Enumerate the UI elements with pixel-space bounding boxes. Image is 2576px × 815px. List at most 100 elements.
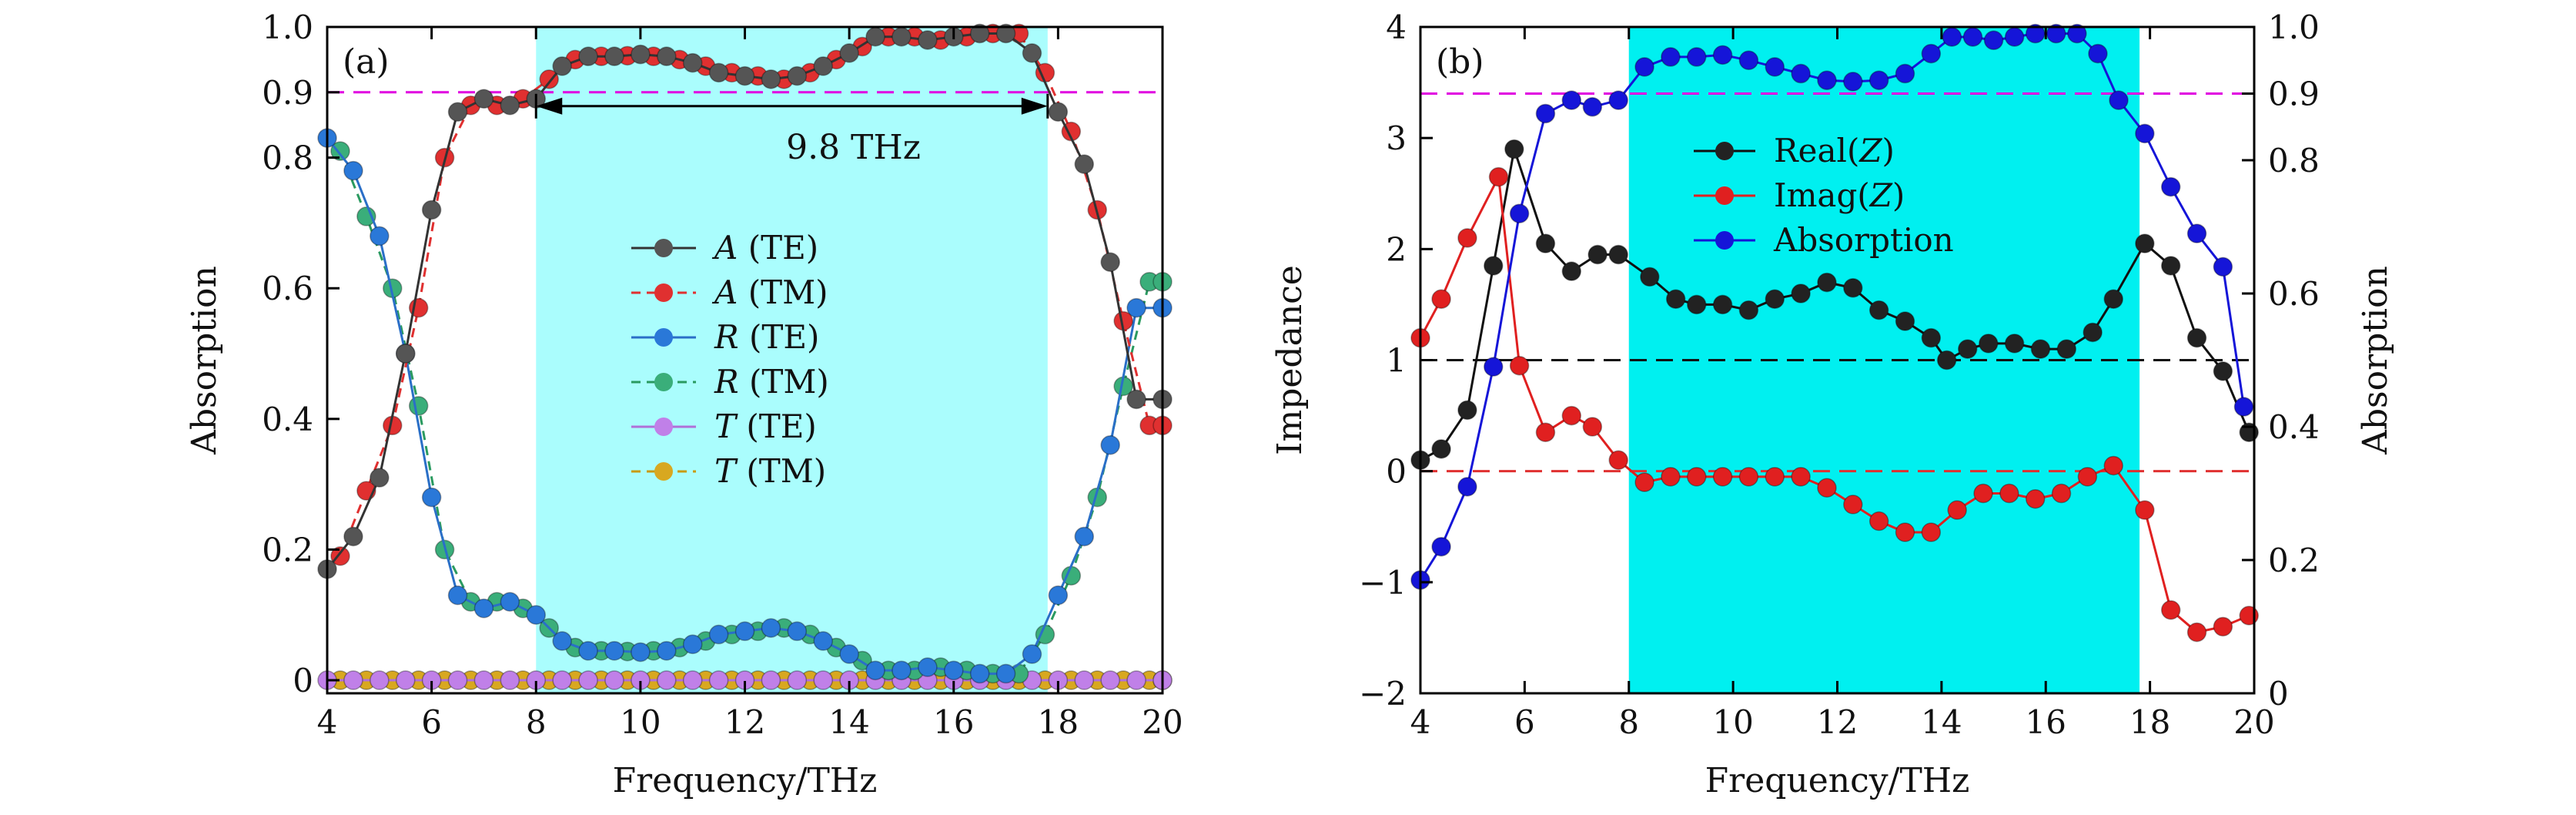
b-series-point-0 xyxy=(1712,294,1733,315)
a-series-point-0 xyxy=(604,46,624,66)
a-series-point-3 xyxy=(330,141,350,161)
a-bandwidth-arrow xyxy=(534,93,1049,119)
a-series-point-4 xyxy=(604,670,624,690)
b-legend-marker-1 xyxy=(1715,186,1734,205)
a-series-point-0 xyxy=(447,102,468,122)
a-series-point-2 xyxy=(1022,644,1042,664)
b-series-point-1 xyxy=(1738,467,1759,487)
b-y2tick-label: 0.4 xyxy=(2268,408,2320,446)
b-series-point-1 xyxy=(2213,616,2233,637)
b-series-point-0 xyxy=(2030,339,2051,359)
a-series-point-0 xyxy=(892,26,912,47)
b-ytick-label: 2 xyxy=(1386,230,1407,268)
b-series-point-0 xyxy=(1843,278,1863,298)
b-series-point-1 xyxy=(1999,483,2019,504)
b-series-point-1 xyxy=(1843,495,1863,515)
b-series-point-0 xyxy=(1791,283,1811,304)
a-series-point-2 xyxy=(500,592,520,612)
a-axis-ticks: 4 6 8 10 12 14 16 18 20 0 0.2 0.4 0.6 0.8 0.9 1.0 xyxy=(262,8,1183,741)
b-series-point-2 xyxy=(1868,70,1889,90)
a-series-point-2 xyxy=(944,660,964,681)
a-xtick-label: 10 xyxy=(620,703,661,741)
a-legend: A (TE)A (TM)R (TE)R (TM)T (TE)T (TM) xyxy=(631,229,829,490)
b-series-point-1 xyxy=(2135,500,2155,520)
b-series-point-2 xyxy=(1484,357,1504,377)
b-series-point-2 xyxy=(1895,63,1915,84)
a-legend-label-4: T (TE) xyxy=(714,408,817,445)
a-series-point-2 xyxy=(892,660,912,681)
b-series-point-2 xyxy=(1817,70,1837,90)
a-legend-marker-1 xyxy=(654,283,673,302)
b-series-point-1 xyxy=(2051,483,2072,504)
a-legend-var: A xyxy=(711,229,738,267)
b-legend-prefix: Real( xyxy=(1774,132,1859,169)
b-xtick-label: 6 xyxy=(1514,703,1535,741)
b-series-line-0 xyxy=(1420,149,2250,461)
a-legend-pol: (TM) xyxy=(736,452,826,490)
b-series-point-0 xyxy=(1504,139,1524,159)
b-x-axis-label: Frequency/THz xyxy=(1705,761,1970,800)
a-legend-marker-5 xyxy=(654,462,673,481)
b-series-point-2 xyxy=(2004,27,2025,47)
b-series-point-2 xyxy=(1561,90,1582,110)
a-series-point-4 xyxy=(370,670,390,690)
b-legend-var: Z xyxy=(1868,176,1893,214)
b-y-axis-label: Impedance xyxy=(1270,265,1310,455)
b-series-point-0 xyxy=(2160,256,2181,276)
b-series-point-1 xyxy=(2103,455,2123,476)
b-series-point-0 xyxy=(1561,261,1582,281)
a-legend-var: A xyxy=(711,273,738,311)
a-series-point-0 xyxy=(473,89,494,109)
b-series-point-2 xyxy=(1791,63,1811,84)
b-series-point-1 xyxy=(2239,605,2259,626)
a-xtick-label: 6 xyxy=(421,703,442,741)
a-legend-marker-4 xyxy=(654,418,673,436)
a-series-point-2 xyxy=(918,657,938,677)
a-series-point-2 xyxy=(865,660,885,681)
a-series-point-2 xyxy=(343,160,363,181)
a-series-point-4 xyxy=(500,670,520,690)
b-series-point-2 xyxy=(1921,43,1942,64)
b-series-point-1 xyxy=(1895,522,1915,542)
a-series-point-0 xyxy=(1022,43,1042,63)
a-bandwidth-arrow-left-head xyxy=(536,97,563,115)
a-ytick-label: 1.0 xyxy=(262,8,313,46)
a-legend-var: T xyxy=(714,408,738,445)
b-series-point-2 xyxy=(1738,50,1759,70)
a-series-point-0 xyxy=(395,344,416,364)
b-series-point-1 xyxy=(1661,467,1681,487)
a-series-point-0 xyxy=(631,44,651,65)
b-legend: Real(Z)Imag(Z)Absorption xyxy=(1694,132,1954,259)
b-axis-ticks: 4 6 8 10 12 14 16 18 20−2−10123400.20.40.60.80.9… xyxy=(1359,8,2320,741)
b-ytick-label: −1 xyxy=(1359,564,1407,602)
b-series-point-2 xyxy=(2067,23,2087,44)
b-series-point-2 xyxy=(1431,536,1451,557)
a-series-point-0 xyxy=(787,65,808,86)
a-series-point-2 xyxy=(447,585,468,605)
b-series-point-2 xyxy=(1962,27,1983,47)
a-series-point-2 xyxy=(1074,526,1095,547)
b-series-point-2 xyxy=(1686,47,1707,67)
a-xtick-label: 4 xyxy=(317,703,338,741)
b-series-point-2 xyxy=(1843,72,1863,92)
a-series-point-0 xyxy=(995,23,1016,44)
b-series-point-2 xyxy=(2025,23,2046,44)
b-series-point-2 xyxy=(1942,27,1962,47)
a-series-point-4 xyxy=(473,670,494,690)
b-panel-label: (b) xyxy=(1436,42,1484,82)
a-series-point-2 xyxy=(761,618,781,638)
a-series-group xyxy=(317,23,1173,690)
a-series-point-0 xyxy=(682,52,703,73)
b-series-point-0 xyxy=(1457,400,1477,421)
b-series-point-2 xyxy=(1661,47,1681,67)
a-xtick-label: 20 xyxy=(1142,703,1183,741)
b-series-point-1 xyxy=(1765,467,1785,487)
a-xtick-label: 18 xyxy=(1038,703,1079,741)
b-series-point-1 xyxy=(2160,600,2181,620)
panel-a: 4 6 8 10 12 14 16 18 20 0 0.2 0.4 0.6 0.8 0.9 1.0 (a) F… xyxy=(185,8,1183,800)
a-xtick-label: 12 xyxy=(724,703,765,741)
b-series-group xyxy=(1410,23,2259,642)
b-series-point-0 xyxy=(1979,334,1999,354)
a-series-point-4 xyxy=(1126,670,1146,690)
b-series-point-2 xyxy=(1608,90,1628,110)
